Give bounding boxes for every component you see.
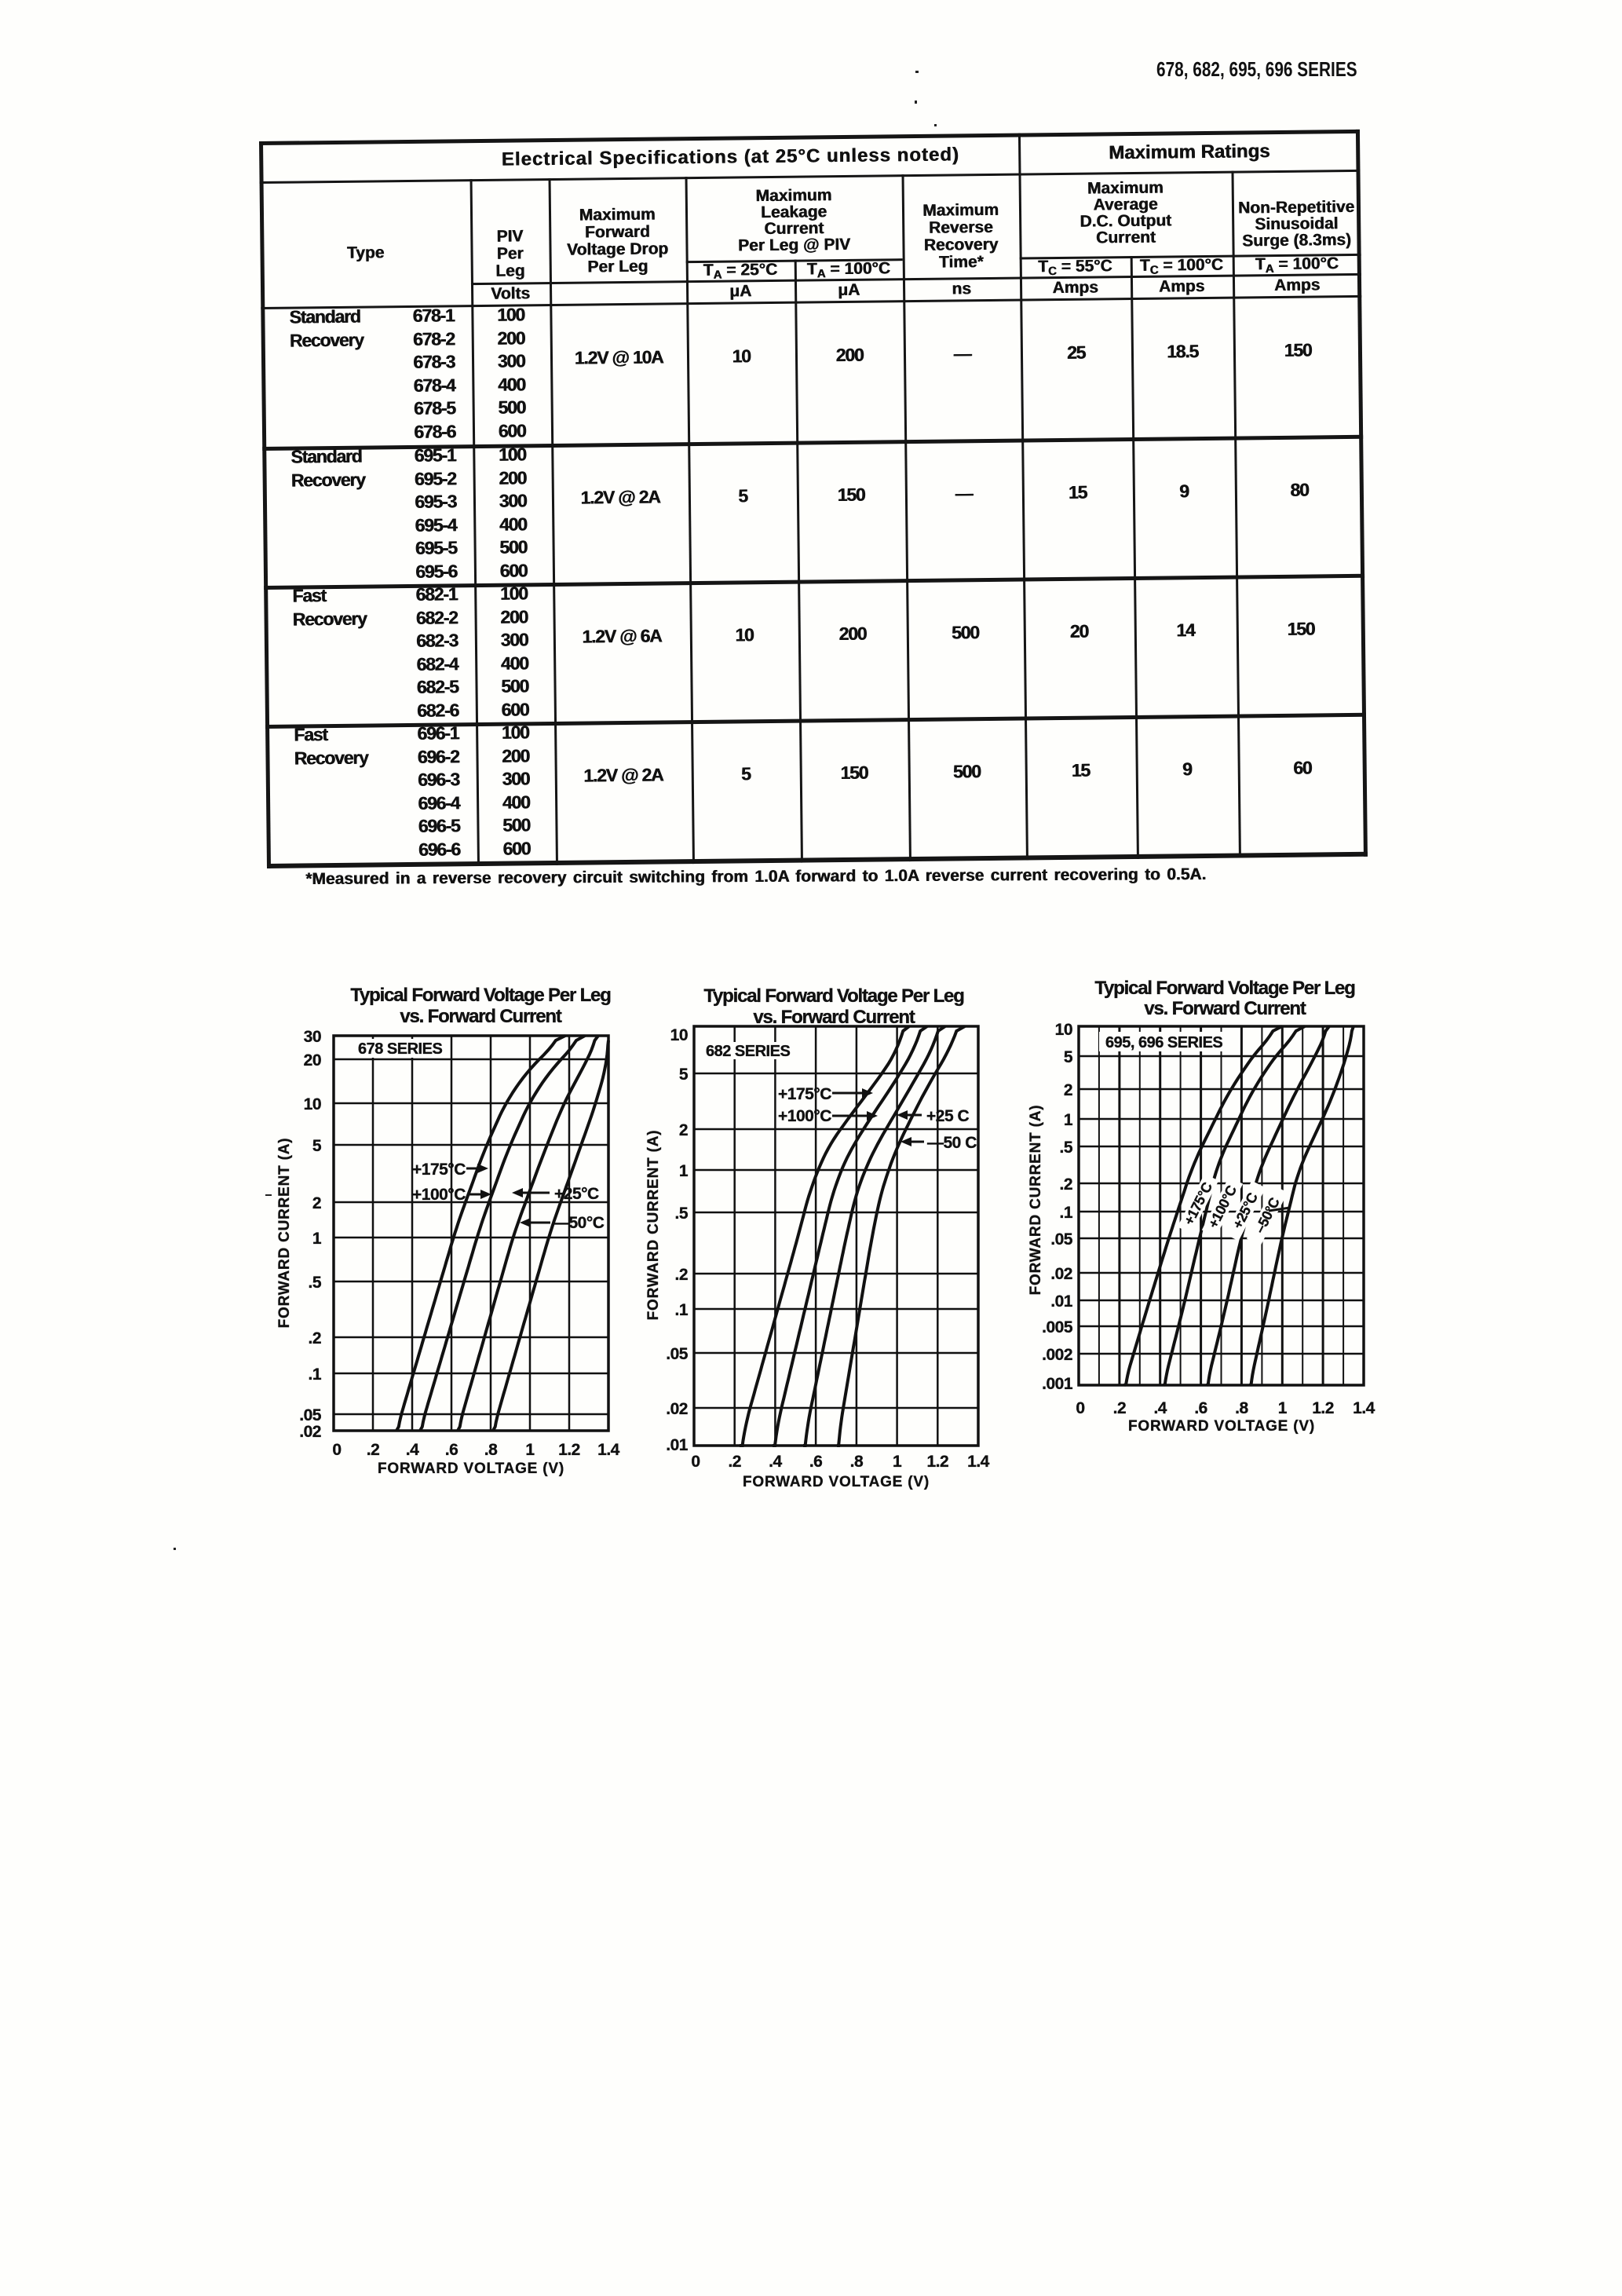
svg-text:Typical Forward Voltage Per Le: Typical Forward Voltage Per Leg bbox=[703, 985, 964, 1007]
svg-text:.1: .1 bbox=[674, 1301, 688, 1319]
svg-text:2: 2 bbox=[1064, 1081, 1072, 1099]
svg-text:FORWARD CURRENT (A): FORWARD CURRENT (A) bbox=[276, 1138, 293, 1329]
svg-text:.2: .2 bbox=[1113, 1399, 1127, 1417]
svg-text:.005: .005 bbox=[1042, 1318, 1073, 1336]
svg-text:vs. Forward Current: vs. Forward Current bbox=[1144, 998, 1306, 1019]
svg-text:+175°C: +175°C bbox=[412, 1161, 466, 1179]
svg-text:.5: .5 bbox=[674, 1205, 688, 1223]
svg-text:1: 1 bbox=[1064, 1111, 1073, 1129]
svg-text:FORWARD VOLTAGE (V): FORWARD VOLTAGE (V) bbox=[1128, 1418, 1315, 1435]
svg-text:2: 2 bbox=[312, 1194, 321, 1212]
svg-text:.2: .2 bbox=[1059, 1175, 1072, 1194]
svg-text:FORWARD VOLTAGE (V): FORWARD VOLTAGE (V) bbox=[743, 1474, 930, 1490]
svg-text:—50 C: —50 C bbox=[927, 1134, 977, 1152]
svg-text:.02: .02 bbox=[666, 1400, 688, 1418]
svg-text:1: 1 bbox=[525, 1441, 535, 1459]
svg-text:2: 2 bbox=[679, 1121, 688, 1139]
svg-text:1: 1 bbox=[679, 1162, 689, 1180]
svg-text:682 SERIES: 682 SERIES bbox=[706, 1043, 790, 1060]
svg-text:1.4: 1.4 bbox=[597, 1441, 620, 1459]
svg-text:0: 0 bbox=[691, 1453, 700, 1471]
svg-text:.001: .001 bbox=[1042, 1375, 1073, 1393]
svg-text:vs. Forward Current: vs. Forward Current bbox=[400, 1006, 561, 1027]
svg-text:1: 1 bbox=[893, 1453, 902, 1471]
svg-text:5: 5 bbox=[1064, 1048, 1073, 1066]
svg-text:10: 10 bbox=[670, 1026, 688, 1044]
svg-text:20: 20 bbox=[304, 1051, 321, 1069]
svg-text:.6: .6 bbox=[445, 1441, 458, 1459]
svg-text:.8: .8 bbox=[484, 1441, 498, 1459]
svg-text:.8: .8 bbox=[1235, 1399, 1248, 1417]
svg-text:.2: .2 bbox=[728, 1453, 741, 1471]
svg-text:.05: .05 bbox=[299, 1406, 322, 1424]
svg-text:.02: .02 bbox=[1050, 1265, 1072, 1283]
svg-text:30: 30 bbox=[304, 1028, 321, 1046]
svg-text:FORWARD VOLTAGE (V): FORWARD VOLTAGE (V) bbox=[378, 1461, 564, 1477]
svg-text:1.4: 1.4 bbox=[1353, 1399, 1375, 1417]
svg-text:5: 5 bbox=[679, 1066, 689, 1084]
svg-text:.4: .4 bbox=[406, 1441, 419, 1459]
svg-text:.05: .05 bbox=[666, 1345, 689, 1363]
svg-text:+25°C: +25°C bbox=[554, 1185, 599, 1203]
svg-text:1.2: 1.2 bbox=[926, 1453, 948, 1471]
svg-text:FORWARD CURRENT (A): FORWARD CURRENT (A) bbox=[1028, 1105, 1044, 1296]
svg-text:678 SERIES: 678 SERIES bbox=[358, 1040, 442, 1058]
svg-text:.8: .8 bbox=[850, 1453, 864, 1471]
svg-text:+175°C: +175°C bbox=[778, 1085, 831, 1103]
svg-text:.4: .4 bbox=[769, 1453, 782, 1471]
svg-text:10: 10 bbox=[1055, 1021, 1072, 1039]
svg-text:+100°C: +100°C bbox=[778, 1107, 831, 1125]
svg-text:.1: .1 bbox=[1059, 1204, 1072, 1222]
svg-text:1.2: 1.2 bbox=[1312, 1399, 1334, 1417]
svg-text:.002: .002 bbox=[1042, 1346, 1072, 1364]
svg-text:Typical Forward Voltage Per Le: Typical Forward Voltage Per Leg bbox=[1094, 978, 1355, 999]
svg-text:.5: .5 bbox=[1059, 1139, 1072, 1157]
svg-text:1: 1 bbox=[312, 1230, 322, 1248]
svg-text:10: 10 bbox=[304, 1095, 321, 1113]
svg-text:.1: .1 bbox=[308, 1366, 321, 1384]
svg-text:1.4: 1.4 bbox=[967, 1453, 990, 1471]
svg-text:Typical Forward Voltage Per Le: Typical Forward Voltage Per Leg bbox=[350, 985, 611, 1006]
svg-text:1.2: 1.2 bbox=[558, 1441, 580, 1459]
svg-text:.02: .02 bbox=[299, 1423, 321, 1441]
svg-text:.2: .2 bbox=[367, 1441, 380, 1459]
svg-text:.6: .6 bbox=[1194, 1399, 1207, 1417]
svg-text:695, 696 SERIES: 695, 696 SERIES bbox=[1105, 1034, 1222, 1051]
svg-text:1: 1 bbox=[1278, 1399, 1288, 1417]
svg-text:5: 5 bbox=[312, 1137, 322, 1155]
svg-text:.05: .05 bbox=[1050, 1230, 1073, 1249]
svg-text:.2: .2 bbox=[308, 1329, 321, 1347]
svg-text:—50°C: —50°C bbox=[553, 1214, 605, 1232]
svg-text:+100°C: +100°C bbox=[412, 1186, 466, 1204]
svg-text:.01: .01 bbox=[666, 1436, 689, 1454]
svg-text:.2: .2 bbox=[674, 1266, 688, 1284]
svg-text:.6: .6 bbox=[809, 1453, 823, 1471]
svg-text:FORWARD CURRENT (A): FORWARD CURRENT (A) bbox=[645, 1130, 662, 1321]
svg-text:.4: .4 bbox=[1153, 1399, 1167, 1417]
svg-text:0: 0 bbox=[332, 1441, 341, 1459]
svg-text:.01: .01 bbox=[1050, 1292, 1073, 1311]
svg-text:0: 0 bbox=[1076, 1399, 1084, 1417]
svg-text:.5: .5 bbox=[308, 1274, 321, 1292]
svg-text:+25 C: +25 C bbox=[926, 1107, 969, 1125]
svg-text:vs. Forward Current: vs. Forward Current bbox=[753, 1007, 915, 1028]
